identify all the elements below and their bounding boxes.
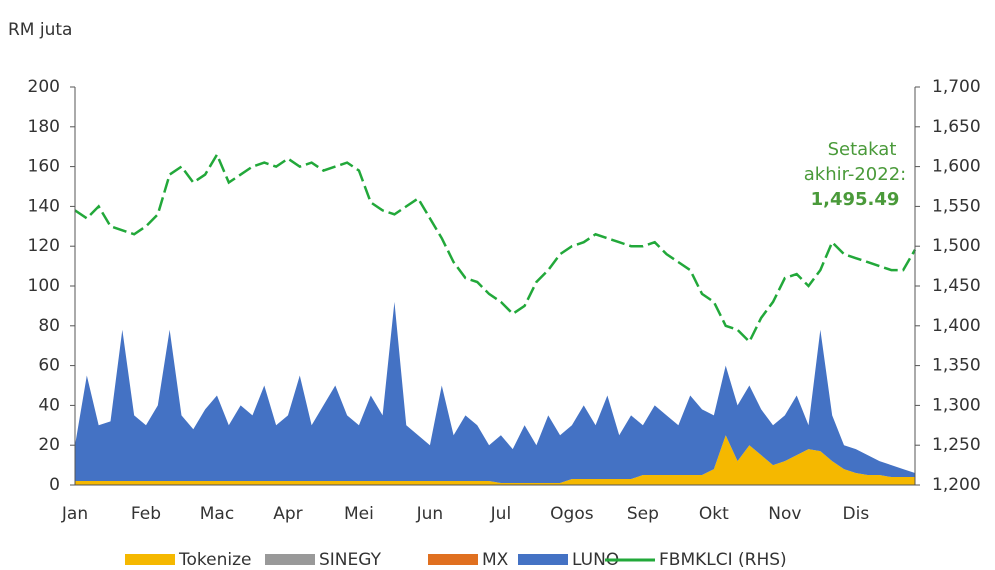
x-tick-label: Ogos [550, 504, 594, 524]
y2-tick-label: 1,650 [932, 117, 981, 137]
x-tick-label: Feb [131, 504, 161, 524]
x-tick-label: Sep [627, 504, 659, 524]
legend-label: MX [482, 550, 509, 570]
area [75, 301, 915, 484]
y2-tick-label: 1,550 [932, 196, 981, 216]
y2-tick-label: 1,200 [932, 475, 981, 495]
y2-tick-label: 1,350 [932, 356, 981, 376]
y-tick-label: 100 [28, 276, 60, 296]
line [74, 151, 917, 344]
y-tick-label: 0 [49, 475, 60, 495]
x-tick-label: Dis [843, 504, 870, 524]
annotation: akhir-2022: [804, 164, 906, 185]
y-tick-label: 40 [38, 395, 60, 415]
legend-label: SINEGY [319, 550, 382, 570]
x-tick-label: Mei [344, 504, 374, 524]
x-tick-label: Okt [699, 504, 729, 524]
y2-tick-label: 1,400 [932, 316, 981, 336]
y2-tick-label: 1,300 [932, 395, 981, 415]
y-tick-label: 80 [38, 316, 60, 336]
legend-label: LUNO [572, 550, 619, 570]
annotation: 1,495.49 [811, 189, 900, 210]
annotation: Setakat [828, 139, 897, 160]
y-axis-label: RM juta [8, 20, 72, 40]
y-tick-label: 140 [28, 196, 60, 216]
x-tick-label: Jul [490, 504, 512, 524]
legend-label: Tokenize [178, 550, 251, 570]
y-tick-label: 160 [28, 157, 60, 177]
legend-swatch [518, 554, 568, 565]
y-tick-label: 60 [38, 356, 60, 376]
y2-tick-label: 1,500 [932, 236, 981, 256]
x-tick-label: Jun [416, 504, 444, 524]
legend-swatch [125, 554, 175, 565]
y2-tick-label: 1,250 [932, 435, 981, 455]
y2-tick-label: 1,600 [932, 157, 981, 177]
x-tick-label: Apr [273, 504, 302, 524]
y-tick-label: 120 [28, 236, 60, 256]
legend-label: FBMKLCI (RHS) [659, 550, 787, 570]
area [75, 435, 915, 485]
x-tick-label: Nov [768, 504, 801, 524]
legend-swatch [265, 554, 315, 565]
x-tick-label: Mac [200, 504, 234, 524]
y-tick-label: 20 [38, 435, 60, 455]
y2-tick-label: 1,450 [932, 276, 981, 296]
legend-swatch [428, 554, 478, 565]
y-tick-label: 180 [28, 117, 60, 137]
x-tick-label: Jan [61, 504, 88, 524]
y2-tick-label: 1,700 [932, 77, 981, 97]
y-tick-label: 200 [28, 77, 60, 97]
